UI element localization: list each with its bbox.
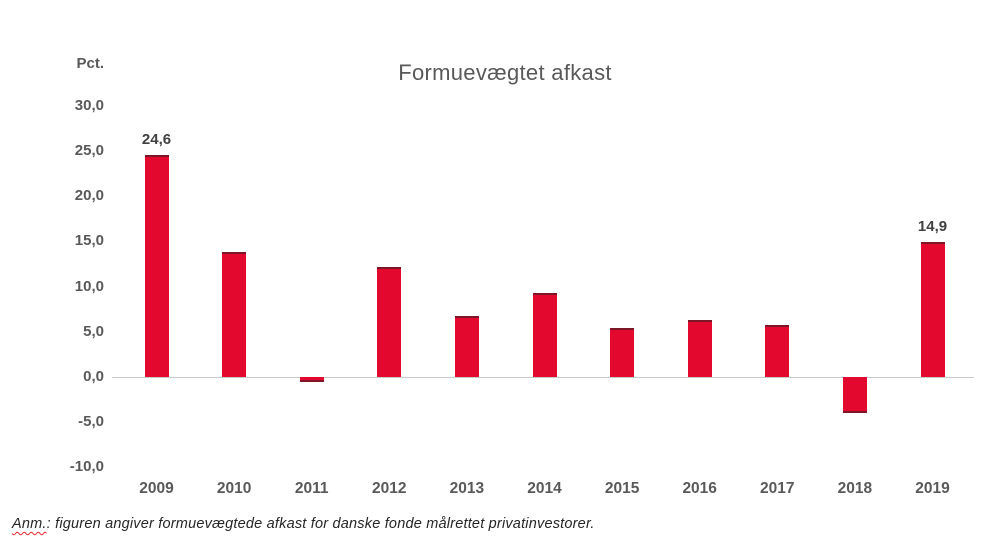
chart-title: Formuevægtet afkast	[398, 60, 612, 85]
x-tick-2018: 2018	[837, 480, 873, 497]
y-tick-10,0: 10,0	[74, 277, 104, 295]
bar-2016	[687, 320, 712, 377]
y-tick-30,0: 30,0	[74, 96, 104, 114]
x-tick-2010: 2010	[216, 480, 252, 497]
bar-2011	[299, 377, 324, 383]
bar-2019	[920, 242, 945, 377]
bar-2010	[222, 252, 247, 377]
x-tick-2012: 2012	[372, 480, 407, 497]
bar-2015	[610, 328, 635, 377]
x-tick-2009: 2009	[139, 480, 174, 497]
y-axis-title: Pct.	[76, 55, 104, 72]
y-tick--10,0: -10,0	[69, 458, 104, 476]
x-tick-2016: 2016	[682, 480, 717, 497]
bar-2009	[144, 154, 169, 377]
x-tick-2011: 2011	[294, 480, 329, 497]
y-tick--5,0: -5,0	[78, 413, 104, 431]
y-tick-20,0: 20,0	[74, 187, 104, 205]
x-tick-2015: 2015	[604, 480, 640, 497]
x-tick-2019: 2019	[915, 480, 950, 497]
y-tick-0,0: 0,0	[83, 368, 104, 385]
bar-2012	[377, 266, 402, 377]
x-axis-line	[112, 377, 974, 378]
bar-2018	[842, 377, 867, 414]
data-label-2009: 24,6	[141, 130, 172, 148]
x-tick-2017: 2017	[760, 480, 795, 497]
bar-2014	[532, 292, 557, 377]
x-tick-2013: 2013	[449, 480, 485, 497]
y-tick-15,0: 15,0	[74, 232, 104, 250]
y-tick-25,0: 25,0	[74, 142, 104, 159]
y-tick-5,0: 5,0	[83, 322, 104, 340]
data-label-2019: 14,9	[917, 218, 948, 236]
footnote: Anm.: figuren angiver formuevægtede afka…	[12, 516, 595, 532]
x-tick-2014: 2014	[527, 480, 562, 497]
footnote-term: Anm.	[12, 516, 47, 532]
bar-2017	[765, 325, 790, 377]
bar-2013	[454, 316, 479, 377]
footnote-text: : figuren angiver formuevægtede afkast f…	[46, 516, 595, 532]
